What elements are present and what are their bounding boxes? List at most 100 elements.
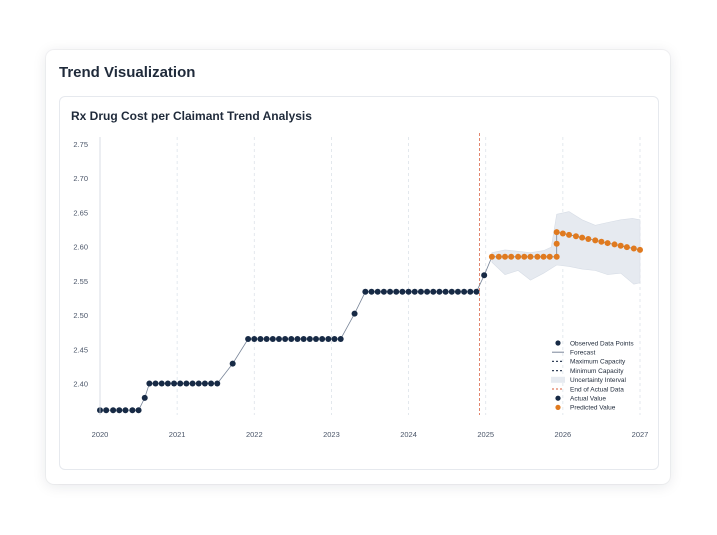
y-tick-label: 2.75 [73, 140, 88, 149]
predicted-value-point [598, 238, 605, 245]
x-tick-label: 2026 [555, 430, 572, 439]
actual-value-point [208, 380, 215, 387]
legend-label: Uncertainty Interval [570, 377, 627, 384]
actual-series-line [100, 275, 485, 411]
actual-value-point [189, 380, 196, 387]
chart-card: Rx Drug Cost per Claimant Trend Analysis… [59, 96, 659, 470]
actual-value-point [257, 335, 264, 342]
legend-label: Actual Value [570, 396, 606, 403]
y-tick-label: 2.40 [73, 380, 88, 389]
legend-item: Minimum Capacity [552, 368, 624, 375]
legend-item: Uncertainty Interval [551, 376, 627, 384]
y-tick-label: 2.55 [73, 277, 88, 286]
actual-value-point [103, 407, 110, 414]
legend-item: Actual Value [555, 396, 606, 403]
actual-value-point [362, 288, 369, 295]
actual-value-point [351, 310, 358, 317]
predicted-value-point [572, 233, 579, 240]
actual-value-point [177, 380, 184, 387]
predicted-value-point [553, 240, 560, 247]
predicted-value-point [521, 253, 528, 260]
actual-value-point [152, 380, 159, 387]
predicted-value-point [508, 253, 515, 260]
actual-value-point [430, 288, 437, 295]
legend-label: Predicted Value [570, 405, 616, 412]
actual-value-point [436, 288, 443, 295]
predicted-value-point [566, 231, 573, 238]
actual-value-point [411, 288, 418, 295]
actual-value-point [337, 335, 344, 342]
actual-value-point [275, 335, 282, 342]
predicted-value-point [515, 253, 522, 260]
predicted-value-point [527, 253, 534, 260]
trend-chart: 2020 2021 2022 2023 2024 2025 2026 2027 2.40 2.45… [73, 133, 648, 439]
actual-value-point [110, 407, 117, 414]
legend-item: Observed Data Points [555, 340, 634, 347]
actual-value-point [269, 335, 276, 342]
predicted-value-point [502, 253, 508, 260]
actual-value-point [393, 288, 400, 295]
legend-label: Minimum Capacity [570, 368, 624, 375]
actual-value-point [183, 380, 190, 387]
actual-value-point [245, 335, 252, 342]
legend-label: Maximum Capacity [570, 359, 626, 366]
actual-value-point [467, 288, 474, 295]
actual-value-point [146, 380, 153, 387]
legend-item: End of Actual Data [552, 386, 624, 393]
actual-value-point [319, 335, 326, 342]
uncertainty-band-area [491, 211, 641, 285]
actual-value-point [405, 288, 412, 295]
actual-value-point [306, 335, 313, 342]
actual-value-point [473, 288, 480, 295]
predicted-value-point [630, 245, 637, 252]
legend: Observed Data Points Forecast Maximum Capa… [551, 340, 634, 412]
legend-item: Predicted Value [555, 405, 616, 412]
actual-value-point [380, 288, 387, 295]
actual-value-point [195, 380, 202, 387]
actual-value-point [229, 360, 236, 367]
predicted-value-point [579, 234, 586, 241]
uncertainty-band [491, 211, 641, 285]
section-title: Trend Visualization [59, 64, 196, 81]
actual-value-point [448, 288, 455, 295]
actual-value-point [263, 335, 270, 342]
predicted-value-point [534, 253, 541, 260]
axes: 2020 2021 2022 2023 2024 2025 2026 2027 2.40 2.45… [73, 137, 648, 439]
predicted-value-point [488, 253, 495, 260]
forecast-lines [100, 133, 641, 415]
legend-label: End of Actual Data [570, 386, 624, 393]
actual-value-point [399, 288, 406, 295]
actual-value-point [141, 394, 148, 401]
actual-value-point [417, 288, 424, 295]
x-tick-label: 2024 [400, 430, 417, 439]
predicted-value-point [637, 246, 643, 253]
predicted-value-point [553, 253, 560, 260]
actual-value-point [164, 380, 171, 387]
actual-value-point [171, 380, 178, 387]
actual-value-point [294, 335, 301, 342]
predicted-value-point [546, 253, 553, 260]
predicted-value-point [623, 244, 630, 251]
actual-value-point [442, 288, 449, 295]
actual-value-point [331, 335, 338, 342]
actual-value-point [282, 335, 289, 342]
x-tick-label: 2020 [92, 430, 109, 439]
actual-value-point [201, 380, 208, 387]
legend-marker-dot [555, 340, 561, 346]
actual-value-point [158, 380, 165, 387]
actual-value-point [135, 407, 142, 414]
actual-value-point [251, 335, 258, 342]
actual-value-point [129, 407, 136, 414]
actual-value-point [454, 288, 461, 295]
data-points [97, 229, 643, 414]
trend-visualization-card: Trend Visualization Rx Drug Cost per Cla… [46, 50, 670, 484]
predicted-value-point [592, 237, 599, 244]
predicted-value-point [585, 235, 592, 242]
chart-title: Rx Drug Cost per Claimant Trend Analysis [71, 109, 312, 123]
x-tick-label: 2023 [323, 430, 340, 439]
predicted-value-point [617, 242, 624, 249]
actual-value-point [424, 288, 431, 295]
predicted-value-point [553, 229, 560, 236]
legend-marker-dot [555, 395, 561, 401]
actual-value-point [313, 335, 319, 342]
